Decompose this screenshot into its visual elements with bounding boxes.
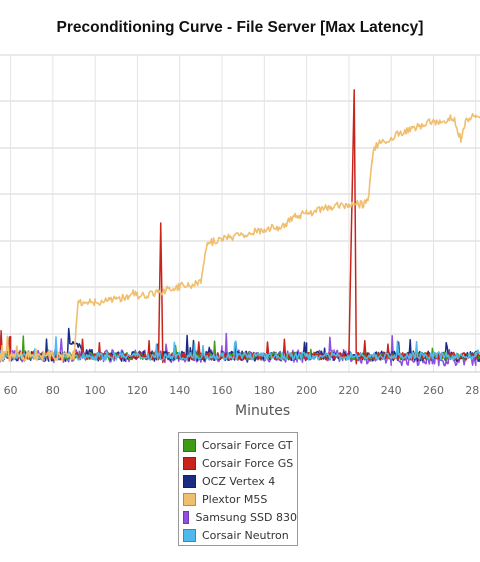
series-line-samsung-ssd-830 [0,332,480,367]
x-tick-label: 280 [465,384,480,397]
x-tick-label: 100 [85,384,106,397]
series-line-corsair-neutron [0,336,480,361]
x-tick-label: 60 [4,384,18,397]
legend-swatch [183,510,190,524]
legend-swatch [183,456,196,470]
legend-item[interactable]: Plextor M5S [183,490,297,508]
x-tick-label: 200 [296,384,317,397]
chart-title: Preconditioning Curve - File Server [Max… [56,19,424,36]
x-tick-label: 120 [127,384,148,397]
grid-layer [0,54,480,373]
legend-label: Corsair Neutron [202,528,289,542]
x-tick-label: 80 [46,384,60,397]
legend-item[interactable]: Corsair Force GS [183,454,297,472]
x-axis-label: Minutes [235,403,291,419]
series-line-plextor-m5s [0,112,480,362]
x-tick-label: 260 [423,384,444,397]
legend-swatch [183,474,196,488]
legend-label: OCZ Vertex 4 [202,474,276,488]
tick-layer: 60 80 100 120 140 160 180 200 220 240 260 280 [4,384,480,397]
legend: Corsair Force GT Corsair Force GS OCZ Vert… [178,432,298,546]
legend-label: Corsair Force GS [202,456,294,470]
legend-item[interactable]: Samsung SSD 830 [183,508,297,526]
legend-swatch [183,438,196,452]
plot-area: 60 80 100 120 140 160 180 200 220 240 260 280 [0,54,480,397]
x-tick-label: 240 [381,384,402,397]
x-tick-label: 160 [212,384,233,397]
legend-item[interactable]: Corsair Force GT [183,436,297,454]
x-tick-label: 180 [254,384,275,397]
legend-item[interactable]: OCZ Vertex 4 [183,472,297,490]
legend-label: Plextor M5S [202,492,268,506]
legend-label: Corsair Force GT [202,438,293,452]
legend-swatch [183,492,196,506]
legend-item[interactable]: Corsair Neutron [183,526,297,544]
legend-swatch [183,528,196,542]
legend-label: Samsung SSD 830 [195,510,297,524]
series-layer [0,89,480,367]
x-tick-label: 220 [338,384,359,397]
x-tick-label: 140 [169,384,190,397]
